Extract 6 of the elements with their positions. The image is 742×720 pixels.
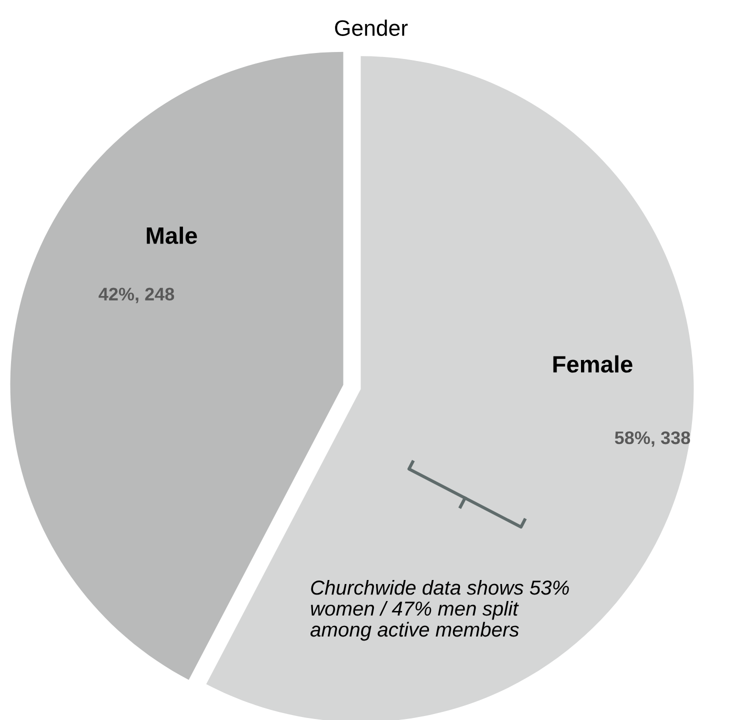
text: Churchwide data shows 53% women / 47% men split among active members: [310, 580, 569, 641]
chart-title: Gender: [335, 20, 408, 36]
slice-label: Female: [553, 355, 632, 373]
data-label: 42%, 248: [98, 288, 174, 304]
data-label: 58%, 338: [614, 431, 690, 447]
slice-label: Male: [146, 226, 197, 244]
